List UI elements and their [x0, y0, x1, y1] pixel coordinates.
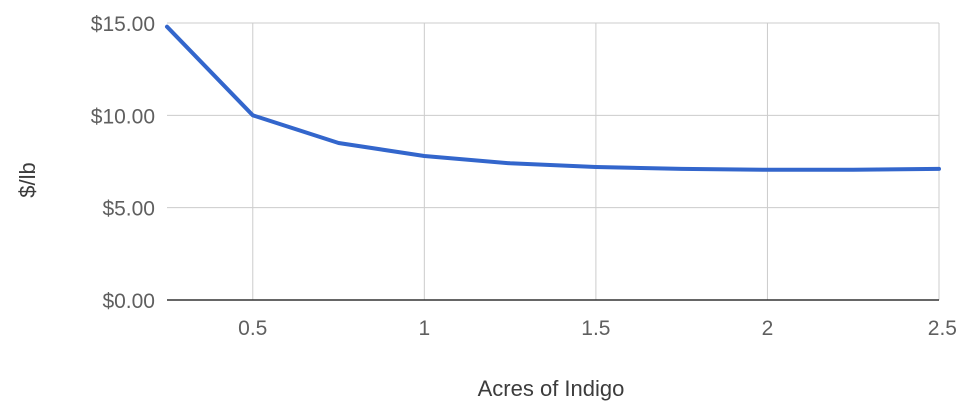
x-tick-label: 1.5 [581, 317, 610, 340]
y-tick-label: $0.00 [102, 290, 155, 313]
x-tick-label: 0.5 [238, 317, 267, 340]
y-axis-title: $/lb [15, 162, 40, 197]
series-line [165, 24, 941, 172]
gridlines [167, 22, 940, 300]
x-tick-label: 2 [762, 317, 774, 340]
y-tick-label: $10.00 [91, 105, 155, 128]
x-tick-label: 1 [418, 317, 430, 340]
x-axis-title: Acres of Indigo [478, 376, 625, 401]
x-tick-label: 2.5 [928, 317, 957, 340]
series-layer [165, 24, 941, 172]
y-tick-label: $5.00 [102, 198, 155, 221]
y-tick-label: $15.00 [91, 13, 155, 36]
tick-labels: $0.00 $5.00 $10.00 $15.00 0.5 1 1.5 2 2.5 [91, 13, 957, 340]
